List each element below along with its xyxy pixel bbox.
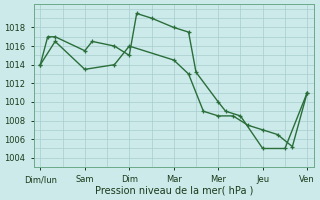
X-axis label: Pression niveau de la mer( hPa ): Pression niveau de la mer( hPa ) <box>94 186 253 196</box>
